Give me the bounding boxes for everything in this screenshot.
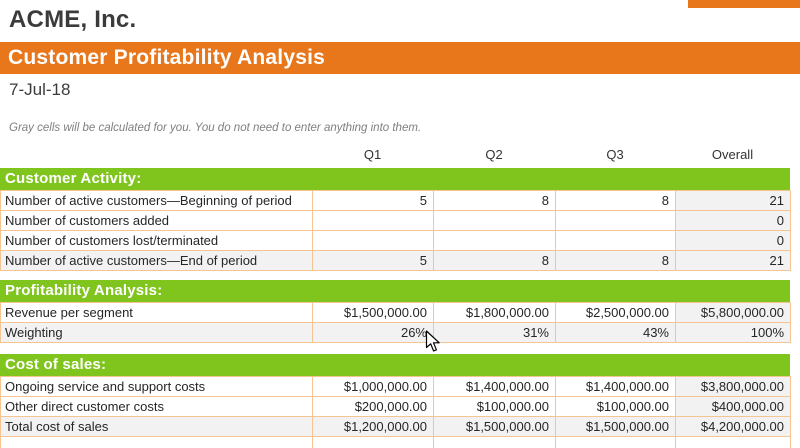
column-header-q3: Q3 — [606, 147, 624, 162]
row-label: Weighting — [0, 322, 313, 343]
section-header-profitability-analysis: Profitability Analysis: — [0, 280, 790, 302]
cell-q2: 8 — [433, 250, 556, 271]
cell-q2[interactable]: $1,800,000.00 — [433, 302, 556, 323]
cell-q3[interactable] — [555, 436, 676, 448]
row-label: Number of active customers—Beginning of … — [0, 190, 313, 211]
cell-q1[interactable]: $1,000,000.00 — [312, 376, 434, 397]
cell-q3: $1,500,000.00 — [555, 416, 676, 437]
table-row: Other direct customer costs $200,000.00 … — [0, 396, 791, 417]
cell-overall: 0 — [675, 210, 791, 231]
row-label — [0, 436, 313, 448]
mouse-cursor-icon — [425, 330, 440, 352]
cell-q3[interactable]: $1,400,000.00 — [555, 376, 676, 397]
section-customer-activity: Customer Activity: Number of active cust… — [0, 168, 791, 271]
cell-overall — [675, 436, 791, 448]
row-label: Number of active customers—End of period — [0, 250, 313, 271]
column-header-q1: Q1 — [363, 147, 382, 162]
cell-q2[interactable] — [433, 210, 556, 231]
table-row: Ongoing service and support costs $1,000… — [0, 376, 791, 397]
cell-q3[interactable]: $100,000.00 — [555, 396, 676, 417]
table-row: Weighting 26% 31% 43% 100% — [0, 322, 791, 343]
cell-q1[interactable]: 5 — [312, 190, 434, 211]
cell-q1[interactable]: $200,000.00 — [312, 396, 434, 417]
section-header-cost-of-sales: Cost of sales: — [0, 354, 790, 376]
cell-overall: 0 — [675, 230, 791, 251]
cell-q3: 8 — [555, 250, 676, 271]
row-label: Revenue per segment — [0, 302, 313, 323]
top-right-accent-bar — [688, 0, 800, 8]
section-header-customer-activity: Customer Activity: — [0, 168, 790, 190]
company-name: ACME, Inc. — [9, 6, 137, 33]
cell-q1: $1,200,000.00 — [312, 416, 434, 437]
table-row: Number of customers lost/terminated 0 — [0, 230, 791, 251]
column-header-spacer — [0, 145, 312, 165]
customer-activity-table: Number of active customers—Beginning of … — [0, 190, 791, 271]
table-row: Total cost of sales $1,200,000.00 $1,500… — [0, 416, 791, 437]
cell-q3[interactable]: 8 — [555, 190, 676, 211]
row-label: Total cost of sales — [0, 416, 313, 437]
column-header-q2: Q2 — [485, 147, 503, 162]
cell-q1[interactable] — [312, 230, 434, 251]
row-label: Other direct customer costs — [0, 396, 313, 417]
cell-q3[interactable] — [555, 230, 676, 251]
instructions-note: Gray cells will be calculated for you. Y… — [9, 122, 422, 134]
section-cost-of-sales: Cost of sales: Ongoing service and suppo… — [0, 354, 791, 448]
column-header-overall: Overall — [711, 147, 754, 162]
cell-q2: $1,500,000.00 — [433, 416, 556, 437]
cell-q1: 5 — [312, 250, 434, 271]
cell-overall: 100% — [675, 322, 791, 343]
cell-q2[interactable]: 8 — [433, 190, 556, 211]
row-label: Number of customers added — [0, 210, 313, 231]
table-row: Number of active customers—Beginning of … — [0, 190, 791, 211]
cell-overall: 21 — [675, 250, 791, 271]
column-headers: Q1 Q2 Q3 Overall — [0, 145, 800, 165]
cell-q2[interactable]: $1,400,000.00 — [433, 376, 556, 397]
report-date: 7-Jul-18 — [9, 80, 71, 99]
cell-overall: $4,200,000.00 — [675, 416, 791, 437]
cell-q2: 31% — [433, 322, 556, 343]
cell-q2[interactable]: $100,000.00 — [433, 396, 556, 417]
cell-q3[interactable] — [555, 210, 676, 231]
cell-q2[interactable] — [433, 230, 556, 251]
cell-q3[interactable]: $2,500,000.00 — [555, 302, 676, 323]
cell-q3: 43% — [555, 322, 676, 343]
cell-overall: $5,800,000.00 — [675, 302, 791, 323]
row-label: Number of customers lost/terminated — [0, 230, 313, 251]
section-profitability-analysis: Profitability Analysis: Revenue per segm… — [0, 280, 791, 343]
table-row: Number of active customers—End of period… — [0, 250, 791, 271]
table-row: Revenue per segment $1,500,000.00 $1,800… — [0, 302, 791, 323]
profitability-analysis-table: Revenue per segment $1,500,000.00 $1,800… — [0, 302, 791, 343]
cell-q1[interactable] — [312, 436, 434, 448]
cell-q2[interactable] — [433, 436, 556, 448]
cell-q1: 26% — [312, 322, 434, 343]
cost-of-sales-table: Ongoing service and support costs $1,000… — [0, 376, 791, 448]
cell-overall: $400,000.00 — [675, 396, 791, 417]
row-label: Ongoing service and support costs — [0, 376, 313, 397]
cell-q1[interactable]: $1,500,000.00 — [312, 302, 434, 323]
report-title-banner: Customer Profitability Analysis — [0, 42, 800, 74]
table-row-partial — [0, 436, 791, 448]
table-row: Number of customers added 0 — [0, 210, 791, 231]
cell-q1[interactable] — [312, 210, 434, 231]
cell-overall: $3,800,000.00 — [675, 376, 791, 397]
cell-overall: 21 — [675, 190, 791, 211]
